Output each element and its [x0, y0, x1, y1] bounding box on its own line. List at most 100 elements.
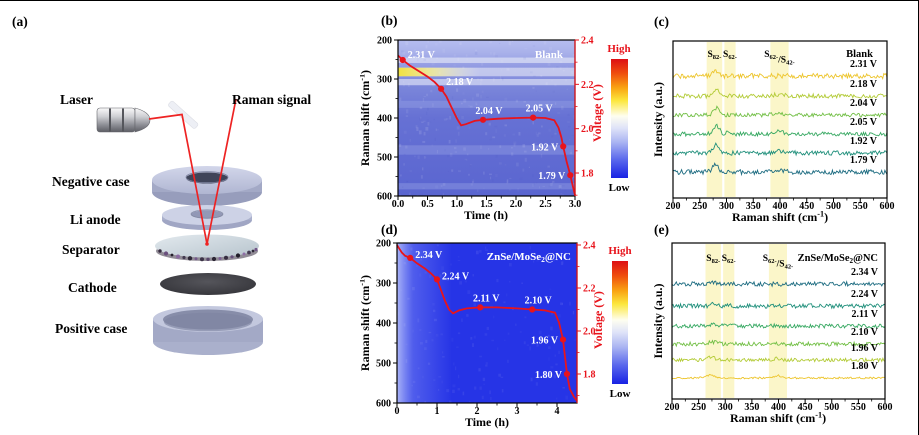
x-tick-label: 300: [718, 402, 733, 413]
voltage-tick-label: 2.0: [583, 327, 596, 338]
voltage-marker-label: 2.31 V: [408, 50, 436, 61]
label-laser: Laser: [60, 92, 93, 107]
spectrum-curve-2.18V: [673, 88, 888, 100]
voltage-marker-label: 1.80 V: [535, 370, 563, 381]
axis-ticks: [394, 39, 579, 200]
x-tick-label: 500: [824, 402, 839, 413]
x-tick-label: 1: [435, 406, 440, 417]
axis-ticks: [671, 399, 886, 403]
x-tick-label: 500: [826, 201, 841, 212]
raman-band: [398, 57, 575, 64]
highlight-band: [705, 244, 721, 398]
x-tick-label: 2.0: [510, 199, 523, 210]
positive-case-disc: [153, 306, 263, 355]
voltage-marker: [560, 143, 567, 150]
colorbar-high-label: High: [607, 43, 630, 55]
x-tick-label: 250: [692, 201, 707, 212]
x-tick-label: 200: [665, 402, 680, 413]
voltage-marker: [530, 114, 537, 121]
voltage-marker-label: 2.11 V: [473, 293, 500, 304]
highlight-band: [724, 42, 736, 197]
label-raman-signal: Raman signal: [232, 92, 312, 107]
band-label: S62-: [722, 254, 736, 265]
x-tick-label: 3.0: [569, 199, 582, 210]
voltage-marker: [399, 56, 406, 64]
cathode-material-speckles: [158, 247, 258, 262]
x-tick-label: 400: [773, 201, 788, 212]
cell-schematic: [96, 98, 263, 355]
colorbar-high-label: High: [608, 245, 631, 257]
voltage-marker-label: 1.96 V: [531, 336, 559, 347]
y-tick-label: 600: [377, 192, 392, 203]
y-tick-label: 200: [376, 239, 391, 250]
spectrum-curve-2.24V: [671, 301, 886, 310]
spectrum-curve-2.34V: [671, 280, 886, 288]
x-tick-label: 200: [666, 201, 681, 212]
laser-beam: [148, 113, 208, 245]
voltage-tick-label: 1.8: [581, 169, 594, 180]
x-tick-label: 1.0: [451, 199, 464, 210]
laser-spot: [205, 242, 209, 246]
raman-band-bright: [398, 67, 480, 77]
band-label: S82-: [708, 50, 722, 61]
y-tick-label: 500: [377, 153, 392, 164]
panel-tag-e: (e): [654, 222, 669, 237]
spectrum-curve-2.11V: [671, 322, 886, 329]
negative-case-disc: [152, 166, 262, 206]
voltage-tick-label: 2.0: [581, 124, 594, 135]
spectrum-label: 1.92 V: [850, 136, 878, 147]
label-positive-case: Positive case: [55, 321, 128, 336]
spectrum-label: 2.31 V: [850, 59, 878, 70]
x-tick-label: 350: [744, 402, 759, 413]
voltage-marker: [479, 116, 487, 123]
y-axis-title: Intensity (a.u.): [651, 283, 665, 358]
voltage-marker-label: 2.18 V: [446, 77, 474, 88]
raman-signal-beam: [206, 98, 237, 245]
spectrum-label: 2.05 V: [850, 117, 878, 128]
y-tick-label: 200: [377, 36, 392, 47]
x-tick-label: 600: [878, 402, 893, 413]
chart-title: ZnSe/MoSe2@NC: [487, 251, 571, 264]
raman-band: [398, 67, 575, 77]
spectrum-label: 2.34 V: [851, 267, 879, 278]
spectrum-label: 2.18 V: [850, 79, 878, 90]
x-tick-label: 450: [799, 201, 814, 212]
panel-tag-d: (d): [381, 222, 398, 237]
label-cathode: Cathode: [68, 280, 117, 295]
chart-d-operando-raman-heatmap-znse: 2.34 V 2.24 V2.11 V 2.10 V 1.96 V 1.80 V 200 3…: [360, 239, 632, 430]
label-negative-case: Negative case: [52, 174, 130, 189]
y-axis-title: Raman shift (cm-1): [360, 275, 372, 371]
laser-device: [96, 107, 151, 133]
panel-tag-a: (a): [12, 14, 28, 29]
x-tick-label: 550: [853, 201, 868, 212]
x-tick-label: 1.5: [480, 199, 493, 210]
spectrum-label: 2.10 V: [851, 327, 879, 338]
voltage-marker-label: 1.92 V: [531, 142, 559, 153]
mirror: [168, 100, 199, 129]
voltage-axis-title: Voltage (V): [591, 291, 605, 349]
y-tick-label: 400: [377, 114, 392, 125]
x-tick-label: 2: [475, 406, 480, 417]
x-axis-title: Raman shift (cm-1): [730, 410, 826, 425]
x-tick-label: 400: [771, 402, 786, 413]
x-tick-label: 450: [798, 402, 813, 413]
chart-title: ZnSe/MoSe2@NC: [798, 253, 878, 265]
band-label: S62-: [723, 50, 737, 61]
spectrum-label: 2.11 V: [852, 309, 879, 320]
colorbar: [612, 261, 628, 384]
voltage-marker-label: 2.24 V: [442, 271, 470, 282]
voltage-marker-label: 2.34 V: [415, 250, 443, 261]
voltage-tick-label: 1.8: [583, 370, 596, 381]
x-axis-title: Time (h): [465, 415, 509, 429]
separator-disc: [155, 234, 259, 262]
spectrum-label: 2.04 V: [850, 98, 878, 109]
y-tick-label: 500: [376, 359, 391, 370]
spectrum-label: 1.79 V: [850, 155, 878, 166]
spectrum-curve-1.96V: [671, 355, 886, 363]
x-tick-label: 0: [395, 406, 400, 417]
x-tick-label: 600: [880, 201, 895, 212]
voltage-marker-label: 2.10 V: [525, 296, 553, 307]
band-label: S82-: [706, 254, 720, 265]
spectrum-curve-2.10V: [671, 339, 886, 348]
